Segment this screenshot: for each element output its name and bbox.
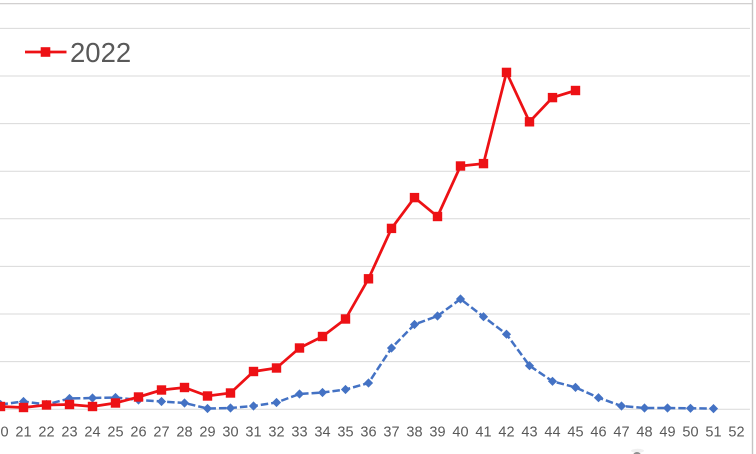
svg-text:28: 28 <box>176 425 192 441</box>
svg-text:47: 47 <box>613 425 629 441</box>
svg-text:32: 32 <box>268 425 284 441</box>
svg-text:30: 30 <box>222 425 238 441</box>
svg-text:25: 25 <box>107 425 123 441</box>
svg-text:36: 36 <box>360 425 376 441</box>
svg-text:2022: 2022 <box>70 37 131 68</box>
svg-text:20: 20 <box>0 425 9 441</box>
svg-text:35: 35 <box>337 425 353 441</box>
svg-text:39: 39 <box>429 425 445 441</box>
svg-text:44: 44 <box>544 425 560 441</box>
svg-text:43: 43 <box>521 425 537 441</box>
svg-text:52: 52 <box>728 425 744 441</box>
svg-text:40: 40 <box>452 425 468 441</box>
svg-text:21: 21 <box>15 425 31 441</box>
svg-text:45: 45 <box>567 425 583 441</box>
svg-text:31: 31 <box>245 425 261 441</box>
svg-text:48: 48 <box>636 425 652 441</box>
svg-text:50: 50 <box>682 425 698 441</box>
svg-text:42: 42 <box>498 425 514 441</box>
svg-text:26: 26 <box>130 425 146 441</box>
svg-text:34: 34 <box>314 425 330 441</box>
svg-text:51: 51 <box>705 425 721 441</box>
svg-text:24: 24 <box>84 425 100 441</box>
svg-text:27: 27 <box>153 425 169 441</box>
svg-text:33: 33 <box>291 425 307 441</box>
svg-text:37: 37 <box>383 425 399 441</box>
svg-text:23: 23 <box>61 425 77 441</box>
svg-text:38: 38 <box>406 425 422 441</box>
svg-text:41: 41 <box>475 425 491 441</box>
svg-text:22: 22 <box>38 425 54 441</box>
svg-text:46: 46 <box>590 425 606 441</box>
svg-text:49: 49 <box>659 425 675 441</box>
svg-text:29: 29 <box>199 425 215 441</box>
